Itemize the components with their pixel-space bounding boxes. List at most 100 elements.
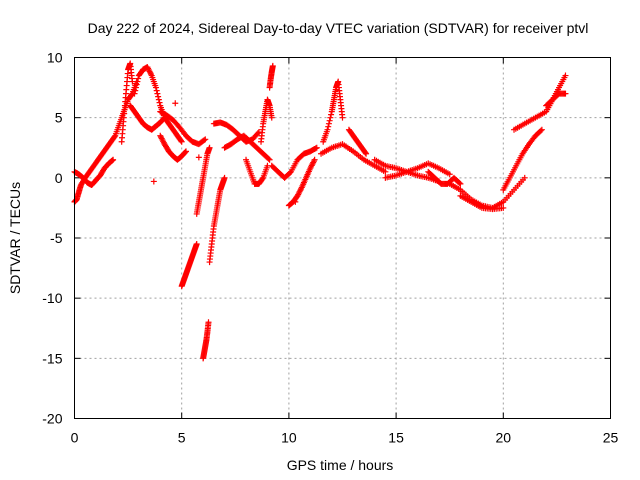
data-point bbox=[154, 90, 161, 97]
data-point bbox=[537, 127, 544, 134]
series-arc-12h-14h bbox=[318, 141, 389, 175]
data-point bbox=[109, 157, 116, 164]
data-point bbox=[202, 136, 209, 143]
x-tick-label: 5 bbox=[178, 430, 186, 446]
data-point bbox=[255, 129, 262, 136]
y-tick-label: 0 bbox=[55, 170, 63, 186]
data-point bbox=[131, 90, 138, 97]
data-point bbox=[328, 111, 335, 118]
series-arc-9.2h-top bbox=[266, 62, 276, 91]
data-point bbox=[155, 96, 162, 103]
series-arc-14h-17h bbox=[371, 156, 453, 178]
series-isolated-points bbox=[150, 100, 299, 205]
series-arc-20h-22h-rise bbox=[500, 126, 545, 193]
series-arc-5.7h-rise bbox=[193, 144, 213, 217]
data-point bbox=[254, 130, 261, 137]
series-arc-17h-18h bbox=[425, 168, 464, 187]
data-point bbox=[132, 87, 139, 94]
series-arc-8h-dip bbox=[243, 156, 271, 187]
data-point bbox=[110, 156, 117, 163]
data-point bbox=[382, 168, 389, 175]
data-point bbox=[172, 100, 179, 107]
data-point bbox=[325, 120, 332, 127]
series-arc-12h-spike bbox=[320, 78, 346, 145]
y-tick-label: -5 bbox=[50, 230, 63, 246]
data-point bbox=[156, 99, 163, 106]
marker-layer bbox=[71, 60, 569, 362]
plot-frame bbox=[74, 57, 611, 419]
data-point bbox=[327, 114, 334, 121]
x-tick-label: 15 bbox=[388, 430, 404, 446]
data-point bbox=[363, 150, 370, 157]
data-point bbox=[325, 123, 332, 130]
y-tick-label: 10 bbox=[47, 50, 63, 66]
data-point bbox=[205, 319, 212, 326]
data-point bbox=[538, 126, 545, 133]
data-point bbox=[150, 178, 157, 185]
series-arc-6.5h bbox=[206, 174, 228, 266]
series-arc-18h-20h-lower bbox=[457, 192, 507, 213]
data-point bbox=[268, 114, 275, 121]
series-arc-8.8h-spike bbox=[258, 96, 275, 145]
data-point bbox=[446, 171, 453, 178]
series-arc-13h bbox=[345, 126, 370, 157]
data-point bbox=[111, 133, 118, 140]
data-point bbox=[324, 126, 331, 133]
series-arc-peak-2.4 bbox=[118, 60, 136, 145]
data-point bbox=[178, 138, 185, 145]
data-point bbox=[326, 117, 333, 124]
data-point bbox=[456, 179, 463, 186]
series-arc-22h-23h-lower bbox=[543, 90, 569, 109]
y-tick-label: 5 bbox=[55, 110, 63, 126]
data-point bbox=[153, 87, 160, 94]
data-point bbox=[182, 148, 189, 155]
x-tick-label: 0 bbox=[71, 430, 79, 446]
data-point bbox=[155, 93, 162, 100]
x-tick-label: 25 bbox=[603, 430, 619, 446]
y-axis-label: SDTVAR / TECUs bbox=[7, 182, 23, 294]
series-arc-5h-plunge bbox=[178, 241, 200, 290]
data-point bbox=[311, 156, 318, 163]
series-arc-4h-5h bbox=[157, 108, 209, 148]
data-point bbox=[286, 169, 293, 176]
y-tick-label: -10 bbox=[42, 290, 62, 306]
data-point bbox=[457, 180, 464, 187]
y-tick-label: -20 bbox=[42, 411, 62, 427]
series-arc-9h-10h bbox=[268, 144, 320, 181]
x-axis-label: GPS time / hours bbox=[287, 457, 394, 473]
y-tick-label: -15 bbox=[42, 350, 62, 366]
series-arc-7h-8h bbox=[221, 132, 273, 163]
data-point bbox=[177, 137, 184, 144]
data-point bbox=[160, 115, 167, 122]
series-arc-10h-low bbox=[285, 156, 318, 209]
data-point bbox=[135, 75, 142, 82]
x-tick-label: 20 bbox=[496, 430, 512, 446]
x-tick-label: 10 bbox=[281, 430, 297, 446]
data-point bbox=[259, 175, 266, 182]
series-arc-21h-23h bbox=[511, 72, 569, 133]
data-point bbox=[562, 90, 569, 97]
data-point bbox=[193, 241, 200, 248]
data-point bbox=[128, 91, 135, 98]
data-point bbox=[182, 149, 189, 156]
series-arc-6h-deep bbox=[200, 319, 212, 362]
data-point bbox=[206, 144, 213, 151]
data-point bbox=[221, 174, 228, 181]
data-point bbox=[500, 204, 507, 211]
data-point bbox=[129, 78, 136, 85]
data-point bbox=[195, 154, 202, 161]
data-point bbox=[313, 144, 320, 151]
data-point bbox=[312, 145, 319, 152]
grid-layer bbox=[74, 57, 611, 419]
data-point bbox=[266, 156, 273, 163]
data-point bbox=[292, 198, 299, 205]
data-point bbox=[265, 155, 272, 162]
series-arc-4h-down bbox=[157, 132, 189, 163]
series-arc-early-rise bbox=[71, 78, 140, 205]
data-point bbox=[133, 81, 140, 88]
data-point bbox=[269, 62, 276, 69]
data-point bbox=[132, 84, 139, 91]
